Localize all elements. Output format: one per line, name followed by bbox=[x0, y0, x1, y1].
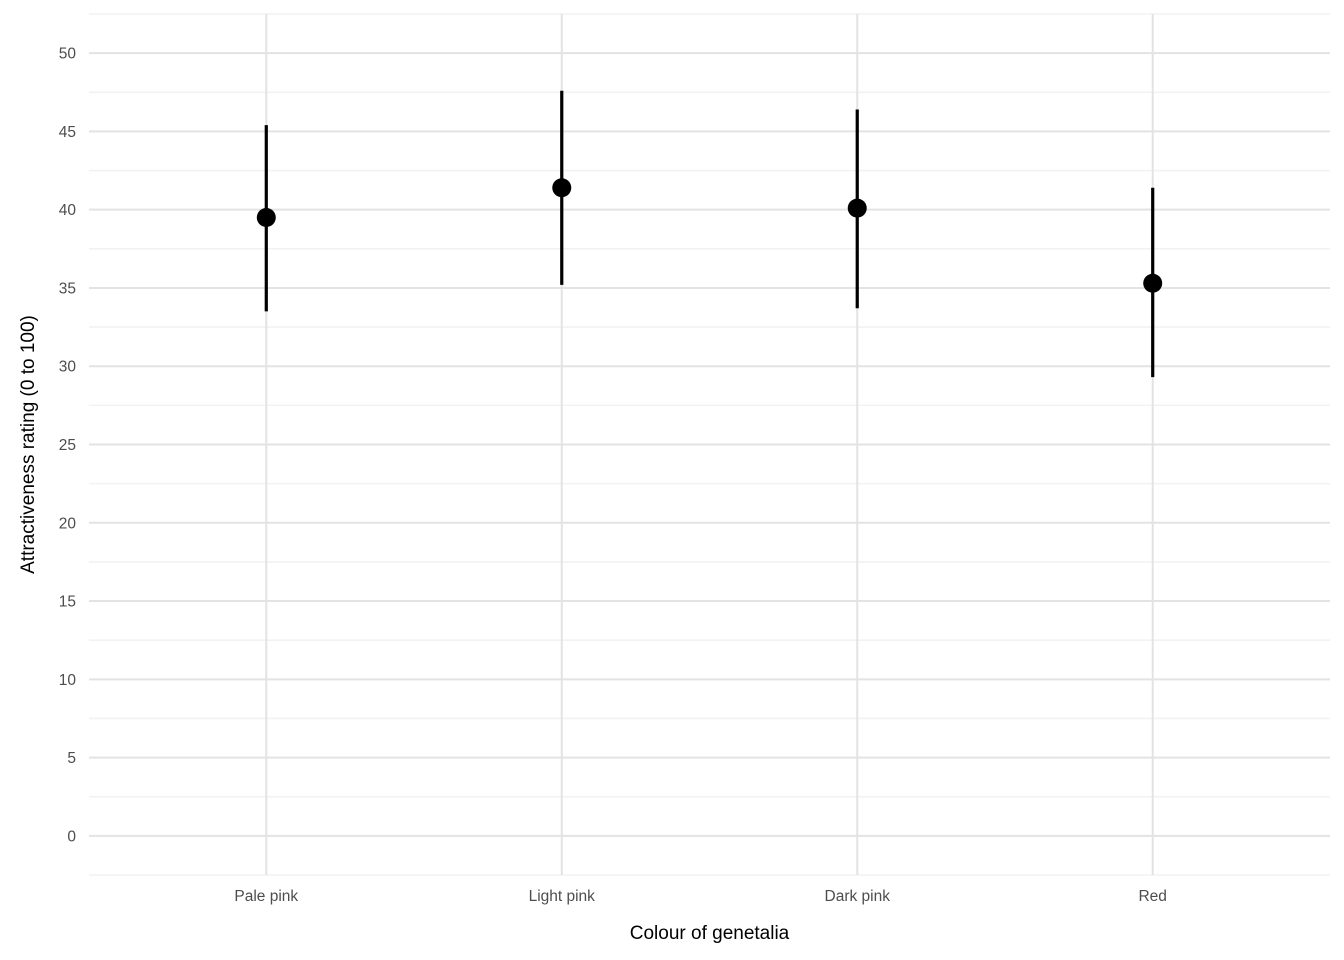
y-tick-label: 30 bbox=[59, 359, 77, 376]
minor-gridlines bbox=[89, 13, 1330, 876]
x-tick-label: Dark pink bbox=[825, 888, 891, 905]
y-tick-label: 0 bbox=[67, 828, 76, 845]
pointrange-pale-pink bbox=[256, 125, 276, 312]
x-axis-tick-labels: Pale pink Light pink Dark pink Red bbox=[234, 888, 1167, 905]
pointrange-red bbox=[1143, 187, 1163, 378]
pointrange-light-pink bbox=[552, 90, 572, 285]
x-tick-label: Light pink bbox=[529, 888, 596, 905]
x-tick-label: Red bbox=[1138, 888, 1166, 905]
pointrange-dark-pink bbox=[847, 109, 867, 309]
mean-point bbox=[256, 208, 276, 228]
major-gridlines bbox=[89, 52, 1330, 837]
y-axis-title: Attractiveness rating (0 to 100) bbox=[18, 315, 39, 574]
mean-point bbox=[552, 178, 572, 198]
mean-point bbox=[1143, 273, 1163, 293]
y-tick-label: 40 bbox=[59, 202, 77, 219]
y-tick-label: 35 bbox=[59, 280, 76, 297]
y-tick-label: 5 bbox=[67, 750, 76, 767]
mean-point bbox=[847, 198, 867, 218]
y-tick-label: 15 bbox=[59, 594, 76, 611]
x-axis-title: Colour of genetalia bbox=[630, 923, 790, 944]
y-tick-label: 25 bbox=[59, 437, 76, 454]
y-tick-label: 45 bbox=[59, 124, 76, 141]
y-tick-label: 20 bbox=[59, 515, 77, 532]
pointrange-series bbox=[256, 90, 1163, 378]
x-tick-label: Pale pink bbox=[234, 888, 298, 905]
y-tick-label: 10 bbox=[59, 672, 77, 689]
y-axis-tick-labels: 0 5 10 15 20 25 30 35 40 45 50 bbox=[59, 46, 77, 846]
y-tick-label: 50 bbox=[59, 46, 77, 63]
